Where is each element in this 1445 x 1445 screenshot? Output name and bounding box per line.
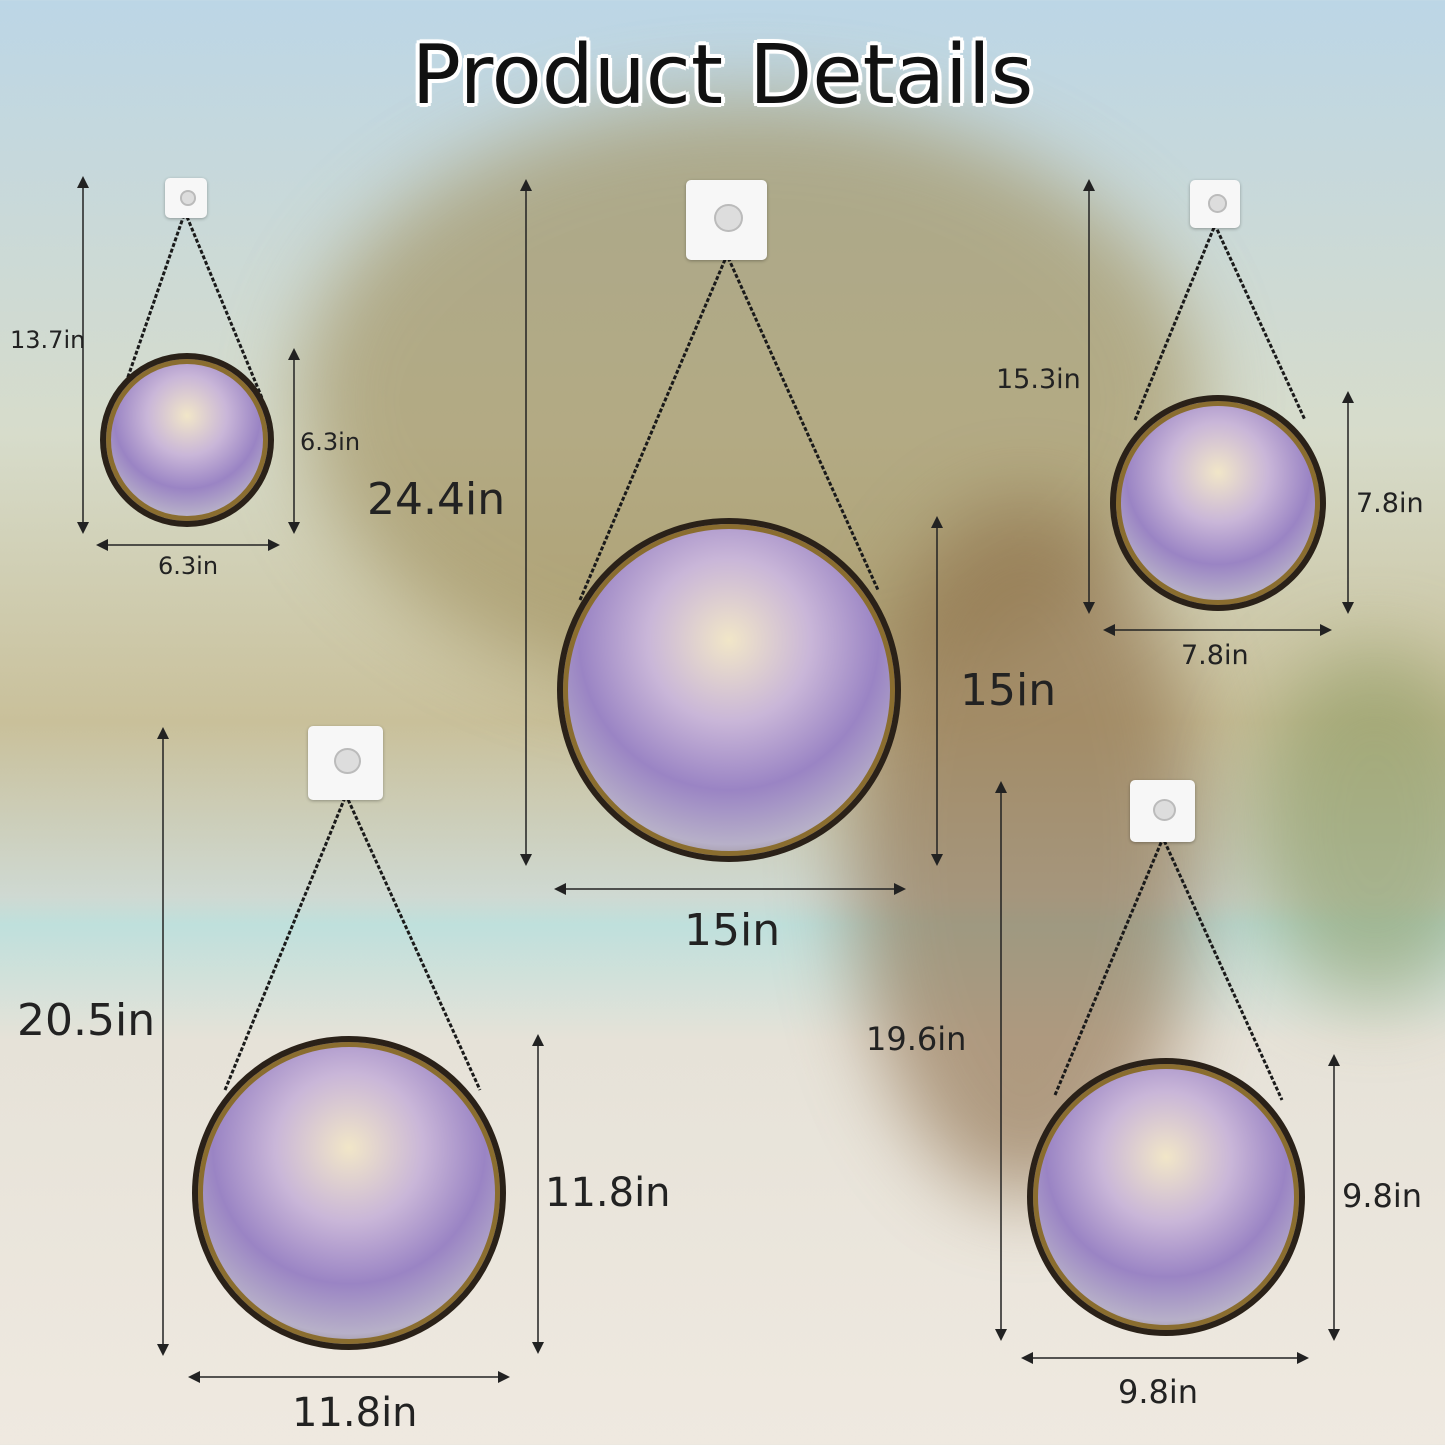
suncatcher-8in [1110,395,1326,611]
width-label: 9.8in [1118,1373,1199,1411]
total-height-label: 24.4in [367,474,506,525]
height-label: 7.8in [1356,488,1424,519]
adhesive-hook [1130,780,1195,842]
total-height-label: 20.5in [17,995,156,1046]
tree-blur [1250,650,1445,1000]
suncatcher-10in [1027,1058,1305,1336]
suncatcher-15in [557,518,901,862]
total-height-label: 19.6in [866,1020,967,1058]
width-label: 7.8in [1181,640,1249,671]
total-height-label: 15.3in [996,364,1081,395]
adhesive-hook [165,178,207,218]
total-height-label: 13.7in [10,326,86,354]
width-label: 15in [684,905,781,956]
adhesive-hook [1190,180,1240,228]
adhesive-hook [308,726,383,800]
chain [1133,221,1307,421]
width-label: 11.8in [292,1390,418,1436]
suncatcher-12in [192,1036,506,1350]
suncatcher-6in [100,353,274,527]
height-label: 15in [960,665,1057,716]
height-label: 9.8in [1342,1177,1423,1215]
height-label: 6.3in [300,428,361,456]
height-label: 11.8in [545,1170,671,1216]
page-title: Product Details [411,28,1034,123]
width-label: 6.3in [158,552,219,580]
adhesive-hook [686,180,767,260]
